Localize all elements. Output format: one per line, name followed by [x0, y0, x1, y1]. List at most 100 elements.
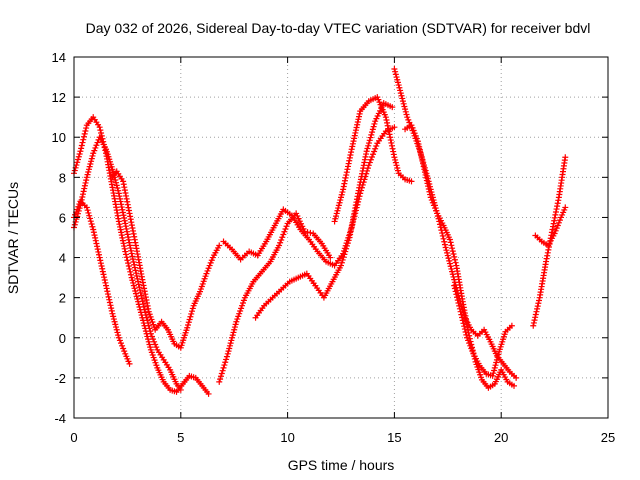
data-point — [489, 372, 496, 379]
data-point — [227, 340, 234, 347]
data-point — [413, 135, 420, 142]
data-point — [429, 199, 436, 206]
data-point — [394, 79, 401, 86]
data-point — [146, 341, 153, 348]
data-point — [451, 256, 458, 263]
data-point — [112, 321, 119, 328]
data-point — [86, 163, 93, 170]
data-point — [365, 142, 372, 149]
data-point — [113, 182, 120, 189]
data-point — [418, 155, 425, 162]
data-point — [431, 205, 438, 212]
data-point — [456, 302, 463, 309]
data-point — [408, 122, 415, 129]
data-point — [340, 254, 347, 261]
data-point — [127, 268, 134, 275]
data-point — [491, 367, 498, 374]
data-point — [116, 337, 123, 344]
data-point — [204, 267, 211, 274]
data-point — [153, 344, 160, 351]
data-point — [444, 252, 451, 259]
data-point — [348, 149, 355, 156]
data-point — [450, 250, 457, 257]
plot-frame — [73, 56, 609, 419]
data-point — [344, 166, 351, 173]
data-point — [452, 259, 459, 266]
data-point — [454, 294, 461, 301]
data-point — [232, 321, 239, 328]
data-point — [82, 127, 89, 134]
data-point — [281, 228, 288, 235]
data-point — [239, 300, 246, 307]
data-point — [119, 342, 126, 349]
data-point — [229, 334, 236, 341]
data-point — [84, 171, 91, 178]
data-point — [468, 345, 475, 352]
data-point — [352, 127, 359, 134]
data-point — [95, 251, 102, 258]
data-point — [449, 245, 456, 252]
data-point — [552, 227, 559, 234]
data-point — [446, 260, 453, 267]
data-point — [382, 114, 389, 121]
data-point — [421, 166, 428, 173]
data-point — [532, 311, 539, 318]
data-point — [386, 131, 393, 138]
data-point — [134, 275, 141, 282]
data-point — [110, 313, 117, 320]
data-point — [79, 193, 86, 200]
data-point — [239, 302, 246, 309]
x-tick-label: 15 — [387, 430, 401, 445]
data-point — [277, 239, 284, 246]
data-point — [388, 139, 395, 146]
data-point — [391, 154, 398, 161]
data-point — [103, 282, 110, 289]
data-point — [556, 217, 563, 224]
data-point — [439, 232, 446, 239]
series-track-5 — [216, 210, 334, 385]
data-point — [346, 154, 353, 161]
data-point — [137, 287, 144, 294]
data-point — [415, 141, 422, 148]
data-point — [402, 106, 409, 113]
data-point — [530, 322, 537, 329]
data-point — [335, 205, 342, 212]
data-point — [392, 159, 399, 166]
data-point — [511, 382, 518, 389]
data-point — [553, 225, 560, 232]
data-point — [373, 142, 380, 149]
data-point — [147, 328, 154, 335]
data-point — [390, 151, 397, 158]
series-track-13 — [532, 204, 569, 249]
data-point — [369, 126, 376, 133]
data-point — [448, 242, 455, 249]
data-point — [532, 314, 539, 321]
data-point — [87, 218, 94, 225]
data-point — [72, 211, 79, 218]
data-point — [449, 248, 456, 255]
data-point — [221, 362, 228, 369]
data-point — [387, 134, 394, 141]
data-point — [132, 290, 139, 297]
data-point — [368, 131, 375, 138]
data-point — [94, 246, 101, 253]
data-point — [343, 169, 350, 176]
data-point — [391, 66, 398, 73]
data-series — [71, 66, 569, 397]
data-point — [216, 242, 223, 249]
data-point — [384, 119, 391, 126]
data-point — [490, 370, 497, 377]
data-point — [80, 136, 87, 143]
data-point — [343, 172, 350, 179]
data-point — [408, 178, 415, 185]
y-tick-label: 6 — [59, 210, 66, 225]
data-point — [81, 130, 88, 137]
data-point — [455, 300, 462, 307]
data-point — [383, 117, 390, 124]
data-point — [441, 241, 448, 248]
data-point — [88, 155, 95, 162]
data-point — [387, 137, 394, 144]
data-point — [392, 156, 399, 163]
data-point — [465, 337, 472, 344]
